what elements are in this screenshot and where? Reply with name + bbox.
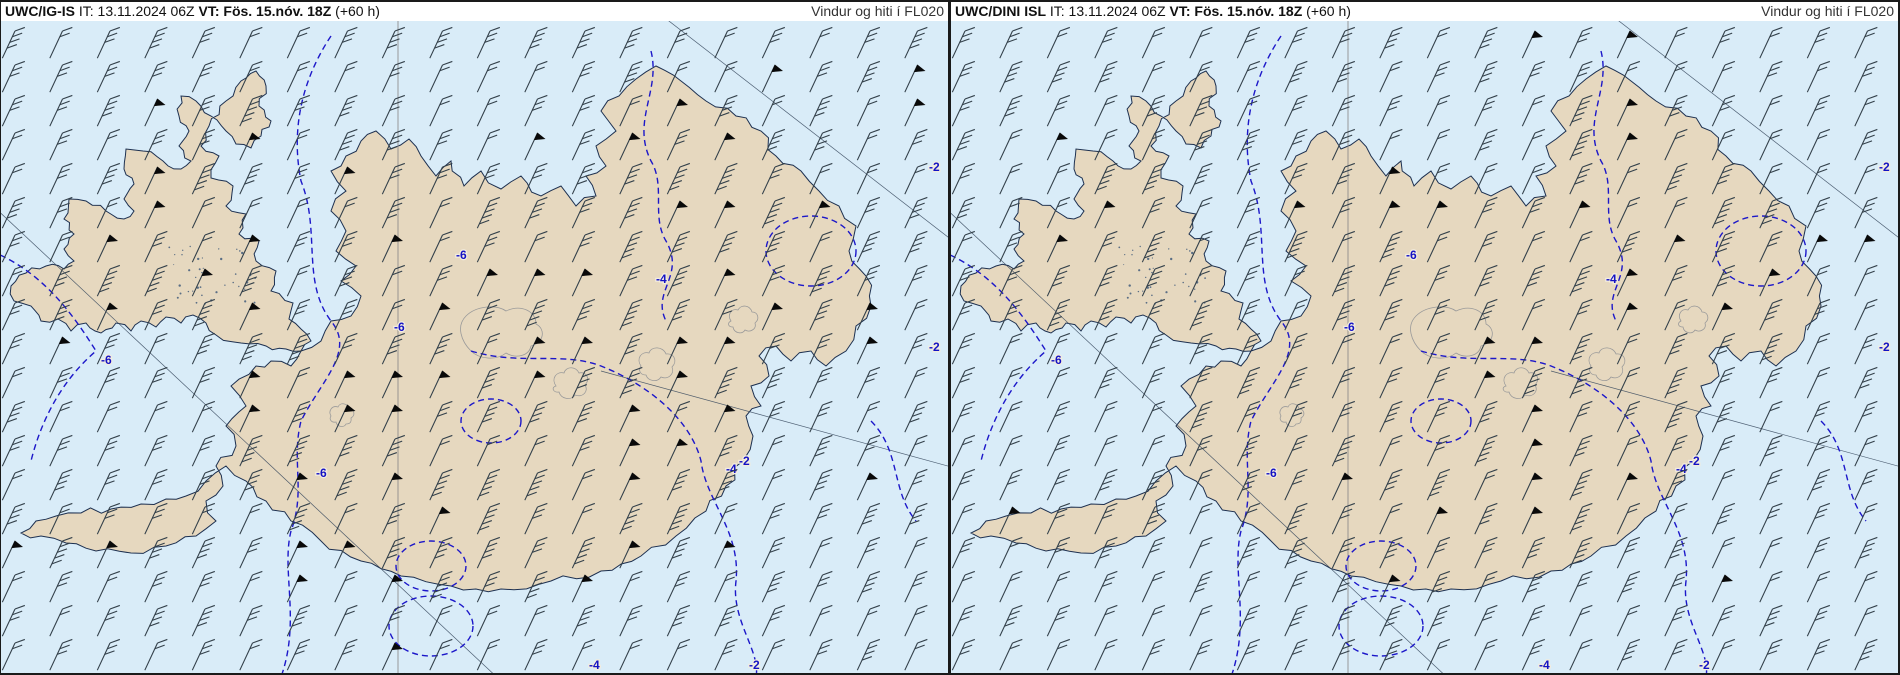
svg-text:-2: -2 bbox=[749, 658, 760, 672]
svg-text:-2: -2 bbox=[929, 160, 940, 174]
svg-text:-4: -4 bbox=[656, 272, 667, 286]
svg-text:-4: -4 bbox=[589, 658, 600, 672]
svg-text:-6: -6 bbox=[1406, 248, 1417, 262]
svg-text:-6: -6 bbox=[1344, 320, 1355, 334]
svg-text:-4: -4 bbox=[1539, 658, 1550, 672]
svg-text:-6: -6 bbox=[101, 353, 112, 367]
svg-text:-6: -6 bbox=[394, 320, 405, 334]
svg-text:-2: -2 bbox=[1879, 340, 1890, 354]
svg-text:-6: -6 bbox=[316, 466, 327, 480]
svg-text:-6: -6 bbox=[456, 248, 467, 262]
svg-text:-6: -6 bbox=[1051, 353, 1062, 367]
svg-text:-2: -2 bbox=[739, 454, 750, 468]
svg-text:-2: -2 bbox=[1699, 658, 1710, 672]
svg-text:-2: -2 bbox=[1879, 160, 1890, 174]
svg-text:-4: -4 bbox=[1606, 272, 1617, 286]
svg-text:-2: -2 bbox=[929, 340, 940, 354]
svg-text:-6: -6 bbox=[1266, 466, 1277, 480]
svg-text:-2: -2 bbox=[1689, 454, 1700, 468]
